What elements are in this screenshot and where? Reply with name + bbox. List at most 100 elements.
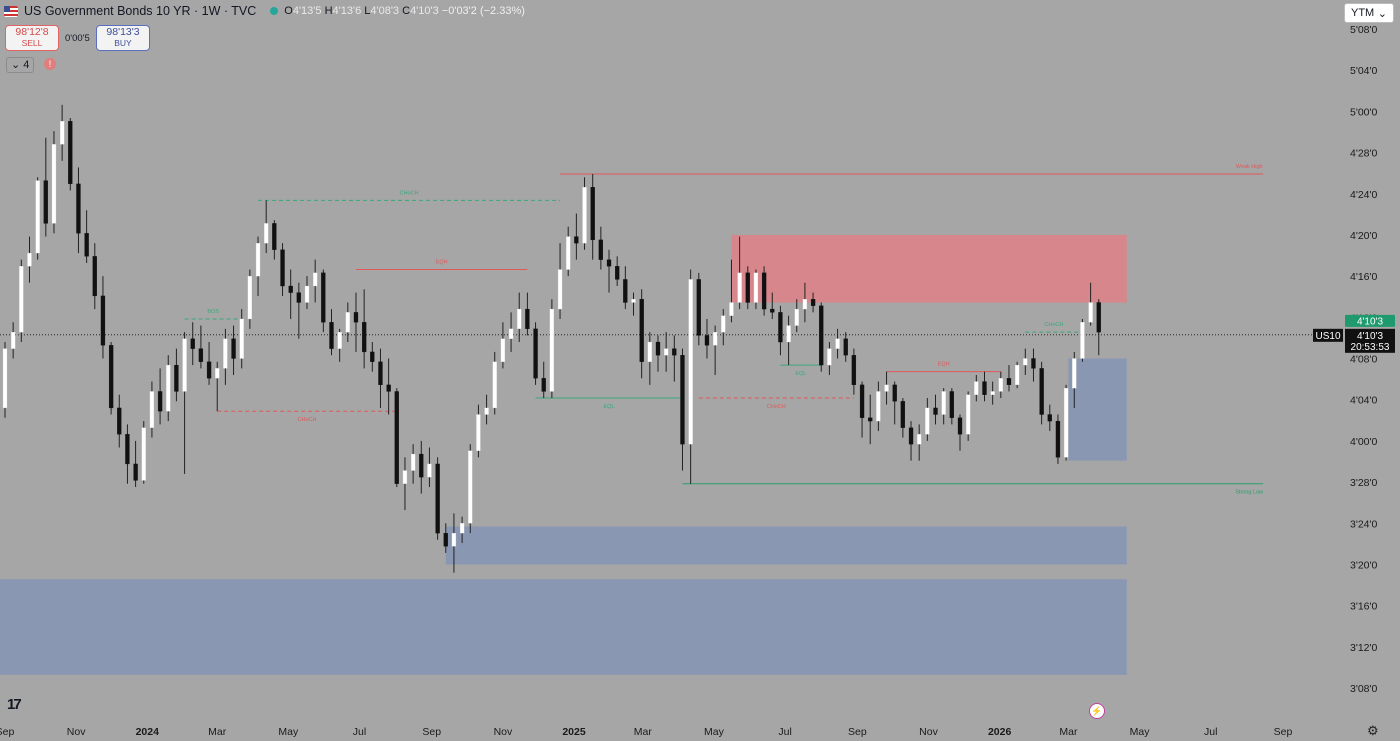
candle-body[interactable] <box>288 285 293 293</box>
candle-body[interactable] <box>361 322 367 353</box>
candle-body[interactable] <box>1006 378 1012 386</box>
candle-body[interactable] <box>1080 322 1085 359</box>
candle-body[interactable] <box>329 322 334 349</box>
candle-body[interactable] <box>419 453 424 478</box>
candle-body[interactable] <box>264 223 269 244</box>
candle-body[interactable] <box>843 338 848 356</box>
candle-body[interactable] <box>925 407 930 435</box>
candle-body[interactable] <box>100 295 106 346</box>
candle-body[interactable] <box>92 256 97 297</box>
candle-body[interactable] <box>990 391 995 395</box>
candle-body[interactable] <box>247 275 253 320</box>
candle-body[interactable] <box>598 239 604 260</box>
candle-body[interactable] <box>1063 388 1069 458</box>
candle-body[interactable] <box>402 470 408 484</box>
candle-body[interactable] <box>125 434 130 465</box>
candle-body[interactable] <box>280 249 285 287</box>
candle-body[interactable] <box>761 272 767 310</box>
candle-body[interactable] <box>443 532 448 547</box>
candle-body[interactable] <box>868 417 873 422</box>
candle-body[interactable] <box>917 434 922 445</box>
symbol-title[interactable]: US Government Bonds 10 YR · 1W · TVC <box>24 4 257 18</box>
candle-body[interactable] <box>631 299 636 303</box>
candle-body[interactable] <box>337 331 342 349</box>
candle-body[interactable] <box>794 308 799 326</box>
candle-body[interactable] <box>500 338 506 362</box>
candle-body[interactable] <box>76 183 81 234</box>
candle-body[interactable] <box>215 368 220 379</box>
candle-body[interactable] <box>484 407 489 415</box>
candle-body[interactable] <box>941 391 946 415</box>
candle-body[interactable] <box>786 325 791 343</box>
candle-body[interactable] <box>321 272 326 323</box>
candle-body[interactable] <box>410 453 416 471</box>
candle-body[interactable] <box>35 180 40 254</box>
sell-button[interactable]: 98'12'8 SELL <box>5 25 59 51</box>
candle-body[interactable] <box>27 252 32 267</box>
candle-body[interactable] <box>574 236 579 244</box>
candle-body[interactable] <box>117 407 122 435</box>
candle-body[interactable] <box>737 272 742 303</box>
candle-body[interactable] <box>198 348 204 362</box>
candle-body[interactable] <box>688 279 693 445</box>
candle-body[interactable] <box>974 381 979 395</box>
candle-body[interactable] <box>647 341 652 362</box>
candle-body[interactable] <box>704 335 710 346</box>
candle-body[interactable] <box>851 355 857 386</box>
candle-body[interactable] <box>492 361 497 409</box>
candle-body[interactable] <box>1014 364 1020 386</box>
candle-body[interactable] <box>427 463 432 478</box>
candle-body[interactable] <box>517 308 522 329</box>
candle-body[interactable] <box>378 361 383 386</box>
candle-body[interactable] <box>566 236 571 270</box>
candle-body[interactable] <box>835 338 840 349</box>
candle-body[interactable] <box>982 381 987 395</box>
candle-body[interactable] <box>745 272 750 303</box>
candle-body[interactable] <box>370 351 375 362</box>
candle-body[interactable] <box>133 463 138 481</box>
candle-body[interactable] <box>966 394 971 435</box>
candle-body[interactable] <box>721 315 726 333</box>
candle-body[interactable] <box>1031 358 1036 369</box>
gear-icon[interactable]: ⚙ <box>1367 723 1379 738</box>
candle-body[interactable] <box>606 259 612 267</box>
candle-body[interactable] <box>778 312 783 343</box>
candle-body[interactable] <box>345 312 350 333</box>
candle-body[interactable] <box>680 355 685 445</box>
candle-body[interactable] <box>810 299 816 306</box>
candle-body[interactable] <box>655 341 661 356</box>
candle-body[interactable] <box>623 279 628 303</box>
candle-body[interactable] <box>157 391 163 412</box>
candle-body[interactable] <box>1039 368 1044 415</box>
buy-button[interactable]: 98'13'3 BUY <box>96 25 150 51</box>
candle-body[interactable] <box>908 427 914 445</box>
candle-body[interactable] <box>304 285 310 303</box>
candle-body[interactable] <box>459 523 465 534</box>
candle-body[interactable] <box>957 417 963 435</box>
candle-body[interactable] <box>549 308 555 392</box>
candle-body[interactable] <box>753 272 759 303</box>
candle-body[interactable] <box>712 331 718 346</box>
candle-body[interactable] <box>108 345 114 409</box>
candle-body[interactable] <box>1096 302 1101 333</box>
candle-body[interactable] <box>51 144 57 224</box>
candle-body[interactable] <box>876 391 881 422</box>
candle-body[interactable] <box>1055 420 1061 458</box>
candle-body[interactable] <box>255 243 261 277</box>
candle-body[interactable] <box>541 378 546 392</box>
candle-body[interactable] <box>2 348 8 409</box>
candle-body[interactable] <box>59 121 65 145</box>
candle-body[interactable] <box>533 328 538 379</box>
candle-body[interactable] <box>68 121 73 185</box>
candle-body[interactable] <box>313 272 318 287</box>
candle-body[interactable] <box>272 223 277 250</box>
candle-body[interactable] <box>468 450 473 524</box>
candle-body[interactable] <box>1023 358 1028 366</box>
candle-body[interactable] <box>239 318 244 359</box>
candle-body[interactable] <box>166 364 171 412</box>
candle-body[interactable] <box>525 308 530 329</box>
candle-body[interactable] <box>1047 414 1052 422</box>
candle-body[interactable] <box>394 391 399 484</box>
candle-body[interactable] <box>892 384 897 402</box>
candle-body[interactable] <box>508 328 514 339</box>
